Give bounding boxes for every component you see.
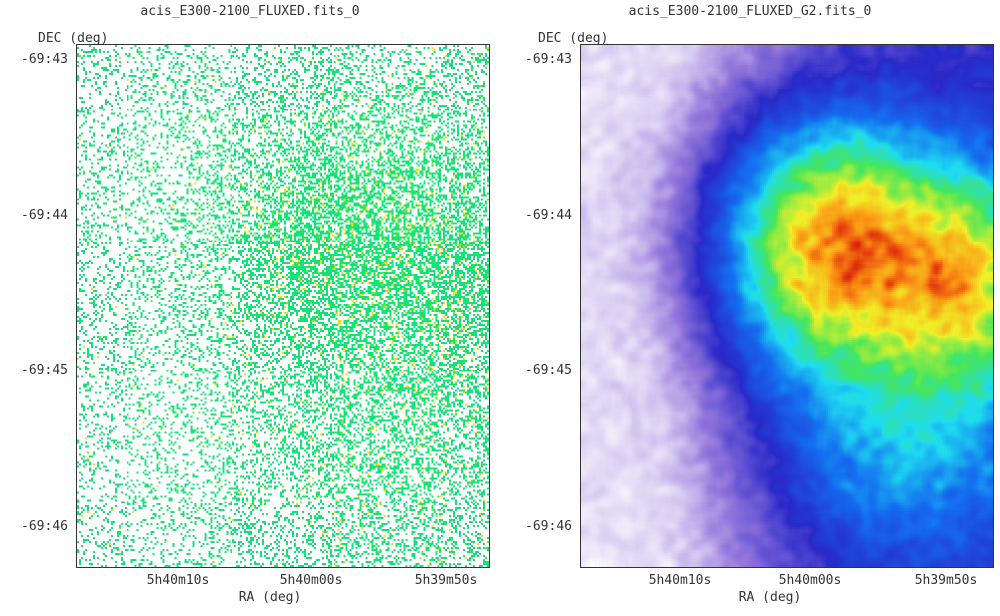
- image-plot[interactable]: [76, 44, 490, 568]
- y-tick-label: -69:46: [21, 519, 68, 534]
- x-tick-label: 5h39m50s: [914, 573, 978, 588]
- x-axis-label: RA (deg): [738, 590, 802, 605]
- smoothed-image: [581, 45, 993, 567]
- x-axis-label: RA (deg): [238, 590, 302, 605]
- y-tick-label: -69:43: [525, 52, 572, 67]
- sparse-count-image: [77, 45, 489, 567]
- y-tick-label: -69:44: [525, 208, 572, 223]
- x-tick-label: 5h40m00s: [279, 573, 343, 588]
- y-tick-label: -69:46: [525, 519, 572, 534]
- chart-title: acis_E300-2100_FLUXED.fits_0: [140, 4, 360, 19]
- image-plot[interactable]: [580, 44, 994, 568]
- y-tick-label: -69:45: [21, 363, 68, 378]
- y-tick-label: -69:43: [21, 52, 68, 67]
- x-tick-label: 5h39m50s: [414, 573, 478, 588]
- x-tick-label: 5h40m10s: [146, 573, 210, 588]
- chart-title: acis_E300-2100_FLUXED_G2.fits_0: [628, 4, 872, 19]
- y-axis-label: DEC (deg): [538, 31, 609, 46]
- x-tick-label: 5h40m10s: [648, 573, 712, 588]
- y-axis-label: DEC (deg): [38, 31, 109, 46]
- x-tick-label: 5h40m00s: [778, 573, 842, 588]
- y-tick-label: -69:44: [21, 208, 68, 223]
- left-panel: acis_E300-2100_FLUXED.fits_0 DEC (deg) -…: [21, 4, 490, 605]
- y-tick-label: -69:45: [525, 363, 572, 378]
- right-panel: acis_E300-2100_FLUXED_G2.fits_0 DEC (deg…: [500, 0, 1000, 616]
